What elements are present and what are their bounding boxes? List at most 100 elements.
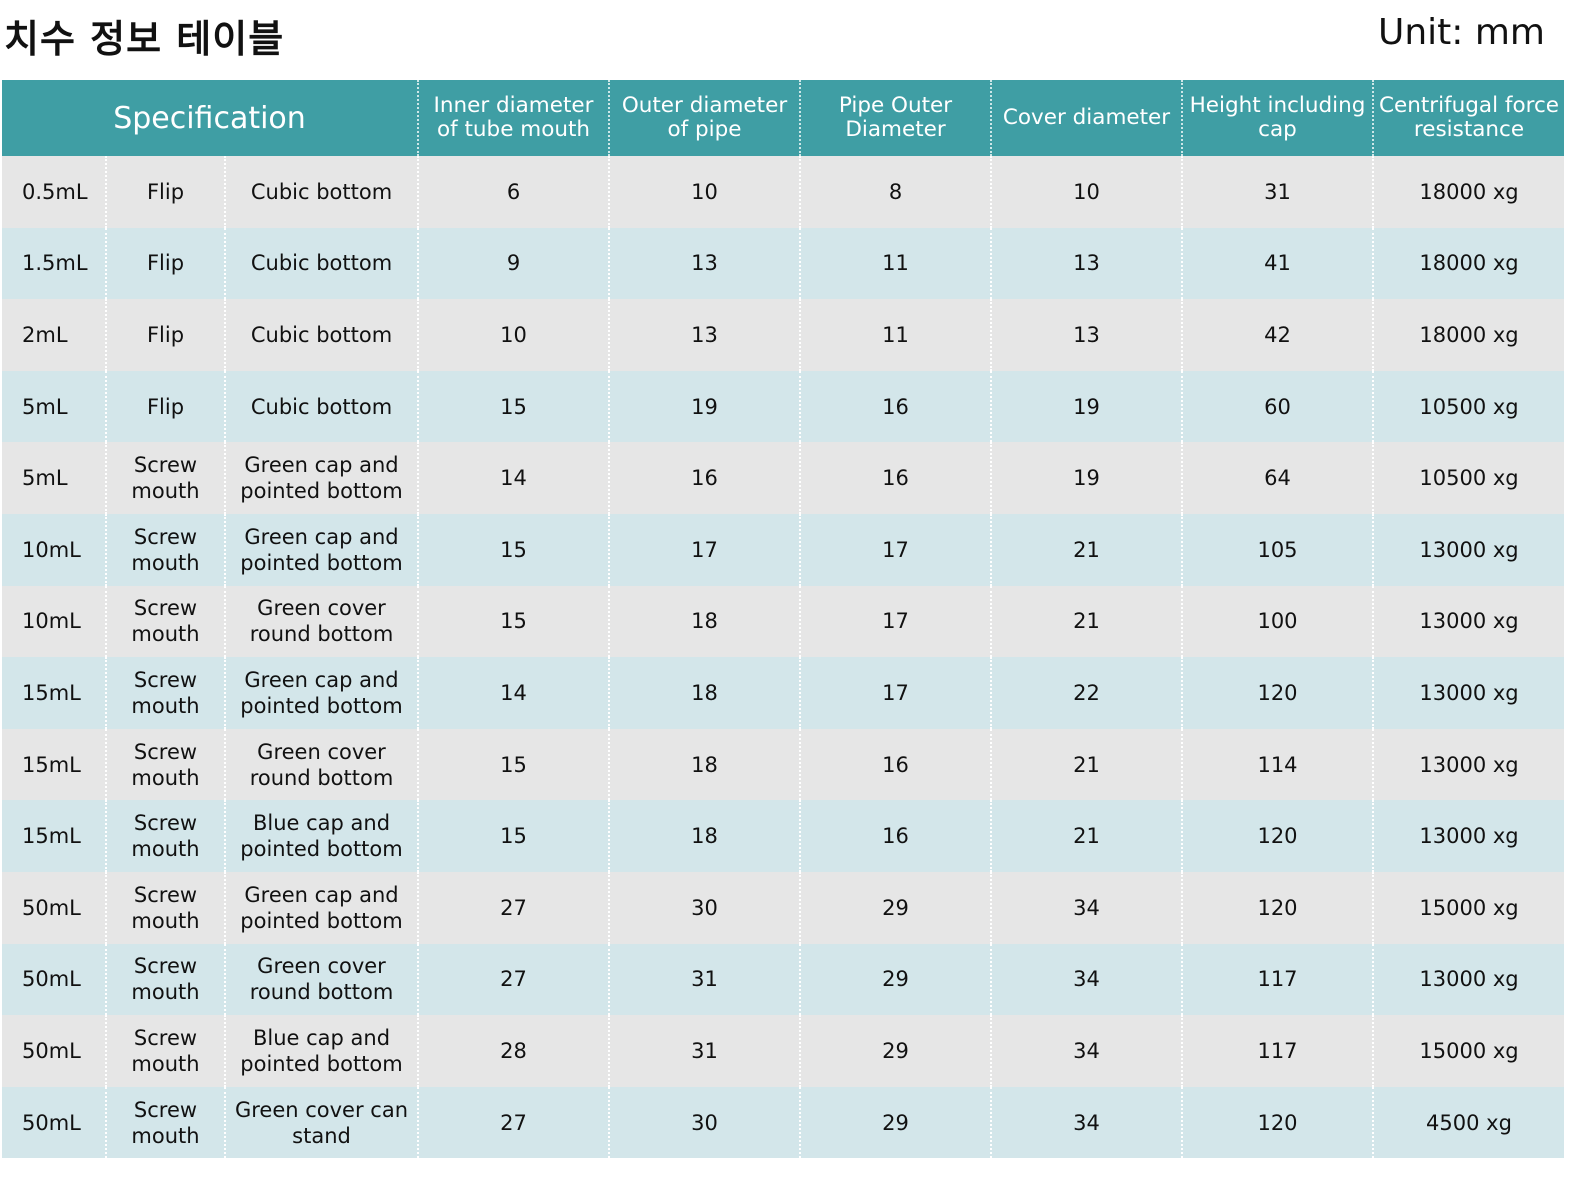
volume-cell: 15mL [2, 800, 106, 872]
inner-diameter-cell: 15 [417, 513, 609, 586]
pipe-outer-diameter-cell: 11 [799, 299, 991, 371]
header-centrifugal-force: Centrifugal force resistance [1372, 80, 1564, 156]
outer-diameter-cell: 31 [608, 943, 800, 1016]
centrifugal-force-cell: 13000 xg [1372, 943, 1564, 1016]
centrifugal-force-cell: 13000 xg [1372, 728, 1564, 801]
table-row: 15mL Screw mouth Green cover round bottom 1… [2, 728, 1564, 801]
outer-diameter-cell: 13 [608, 227, 800, 300]
height-cell: 117 [1181, 1015, 1373, 1087]
outer-diameter-cell: 31 [608, 1015, 800, 1087]
inner-diameter-cell: 27 [417, 943, 609, 1016]
centrifugal-force-cell: 13000 xg [1372, 800, 1564, 872]
volume-cell: 10mL [2, 585, 106, 658]
height-cell: 60 [1181, 370, 1373, 443]
description-cell: Blue cap and pointed bottom [224, 1015, 418, 1087]
inner-diameter-cell: 27 [417, 871, 609, 944]
pipe-outer-diameter-cell: 16 [799, 800, 991, 872]
outer-diameter-cell: 18 [608, 657, 800, 729]
type-cell: Screw mouth [105, 513, 225, 586]
inner-diameter-cell: 9 [417, 227, 609, 300]
volume-cell: 50mL [2, 943, 106, 1016]
type-cell: Flip [105, 299, 225, 371]
type-cell: Screw mouth [105, 442, 225, 514]
height-cell: 120 [1181, 800, 1373, 872]
centrifugal-force-cell: 10500 xg [1372, 370, 1564, 443]
type-cell: Screw mouth [105, 1086, 225, 1159]
cover-diameter-cell: 34 [990, 871, 1182, 944]
height-cell: 100 [1181, 585, 1373, 658]
description-cell: Green cover round bottom [224, 728, 418, 801]
centrifugal-force-cell: 15000 xg [1372, 1015, 1564, 1087]
cover-diameter-cell: 34 [990, 1086, 1182, 1159]
cover-diameter-cell: 13 [990, 227, 1182, 300]
cover-diameter-cell: 34 [990, 943, 1182, 1016]
table-row: 0.5mL Flip Cubic bottom 6 10 8 10 31 18000 xg [2, 156, 1564, 228]
outer-diameter-cell: 16 [608, 442, 800, 514]
pipe-outer-diameter-cell: 29 [799, 871, 991, 944]
centrifugal-force-cell: 4500 xg [1372, 1086, 1564, 1159]
outer-diameter-cell: 30 [608, 871, 800, 944]
unit-label: Unit: mm [1378, 12, 1545, 53]
cover-diameter-cell: 21 [990, 728, 1182, 801]
table-row: 1.5mL Flip Cubic bottom 9 13 11 13 41 18000 xg [2, 227, 1564, 300]
inner-diameter-cell: 14 [417, 657, 609, 729]
table-header-row: Specification Inner diameter of tube mou… [2, 80, 1564, 156]
table-row: 10mL Screw mouth Green cap and pointed bot… [2, 513, 1564, 586]
centrifugal-force-cell: 18000 xg [1372, 227, 1564, 300]
outer-diameter-cell: 30 [608, 1086, 800, 1159]
volume-cell: 5mL [2, 442, 106, 514]
volume-cell: 5mL [2, 370, 106, 443]
height-cell: 120 [1181, 871, 1373, 944]
centrifugal-force-cell: 13000 xg [1372, 585, 1564, 658]
cover-diameter-cell: 21 [990, 800, 1182, 872]
centrifugal-force-cell: 10500 xg [1372, 442, 1564, 514]
header-height: Height including cap [1181, 80, 1373, 156]
description-cell: Green cap and pointed bottom [224, 871, 418, 944]
description-cell: Cubic bottom [224, 227, 418, 300]
header-inner-diameter: Inner diameter of tube mouth [417, 80, 609, 156]
volume-cell: 50mL [2, 871, 106, 944]
inner-diameter-cell: 14 [417, 442, 609, 514]
table-row: 50mL Screw mouth Green cap and pointed bot… [2, 871, 1564, 944]
outer-diameter-cell: 18 [608, 585, 800, 658]
inner-diameter-cell: 15 [417, 728, 609, 801]
height-cell: 114 [1181, 728, 1373, 801]
type-cell: Screw mouth [105, 657, 225, 729]
type-cell: Screw mouth [105, 728, 225, 801]
height-cell: 120 [1181, 657, 1373, 729]
pipe-outer-diameter-cell: 17 [799, 657, 991, 729]
description-cell: Cubic bottom [224, 370, 418, 443]
volume-cell: 50mL [2, 1015, 106, 1087]
description-cell: Green cap and pointed bottom [224, 442, 418, 514]
outer-diameter-cell: 18 [608, 800, 800, 872]
description-cell: Blue cap and pointed bottom [224, 800, 418, 872]
header-specification: Specification [2, 80, 418, 156]
table-row: 2mL Flip Cubic bottom 10 13 11 13 42 18000 xg [2, 299, 1564, 371]
height-cell: 41 [1181, 227, 1373, 300]
type-cell: Flip [105, 156, 225, 228]
pipe-outer-diameter-cell: 16 [799, 370, 991, 443]
table-row: 15mL Screw mouth Green cap and pointed bot… [2, 657, 1564, 729]
description-cell: Green cap and pointed bottom [224, 657, 418, 729]
dimension-table: Specification Inner diameter of tube mou… [2, 80, 1564, 1159]
header-pipe-outer-diameter: Pipe Outer Diameter [799, 80, 991, 156]
cover-diameter-cell: 21 [990, 513, 1182, 586]
volume-cell: 50mL [2, 1086, 106, 1159]
type-cell: Flip [105, 227, 225, 300]
centrifugal-force-cell: 18000 xg [1372, 299, 1564, 371]
page-title: 치수 정보 테이블 [4, 17, 285, 61]
type-cell: Flip [105, 370, 225, 443]
description-cell: Green cap and pointed bottom [224, 513, 418, 586]
type-cell: Screw mouth [105, 943, 225, 1016]
cover-diameter-cell: 19 [990, 370, 1182, 443]
volume-cell: 15mL [2, 728, 106, 801]
description-cell: Cubic bottom [224, 299, 418, 371]
table-row: 50mL Screw mouth Green cover round bottom 2… [2, 943, 1564, 1016]
type-cell: Screw mouth [105, 585, 225, 658]
table-row: 5mL Flip Cubic bottom 15 19 16 19 60 10500 xg [2, 370, 1564, 443]
cover-diameter-cell: 34 [990, 1015, 1182, 1087]
height-cell: 64 [1181, 442, 1373, 514]
cover-diameter-cell: 19 [990, 442, 1182, 514]
outer-diameter-cell: 19 [608, 370, 800, 443]
table-row: 10mL Screw mouth Green cover round bottom 1… [2, 585, 1564, 658]
